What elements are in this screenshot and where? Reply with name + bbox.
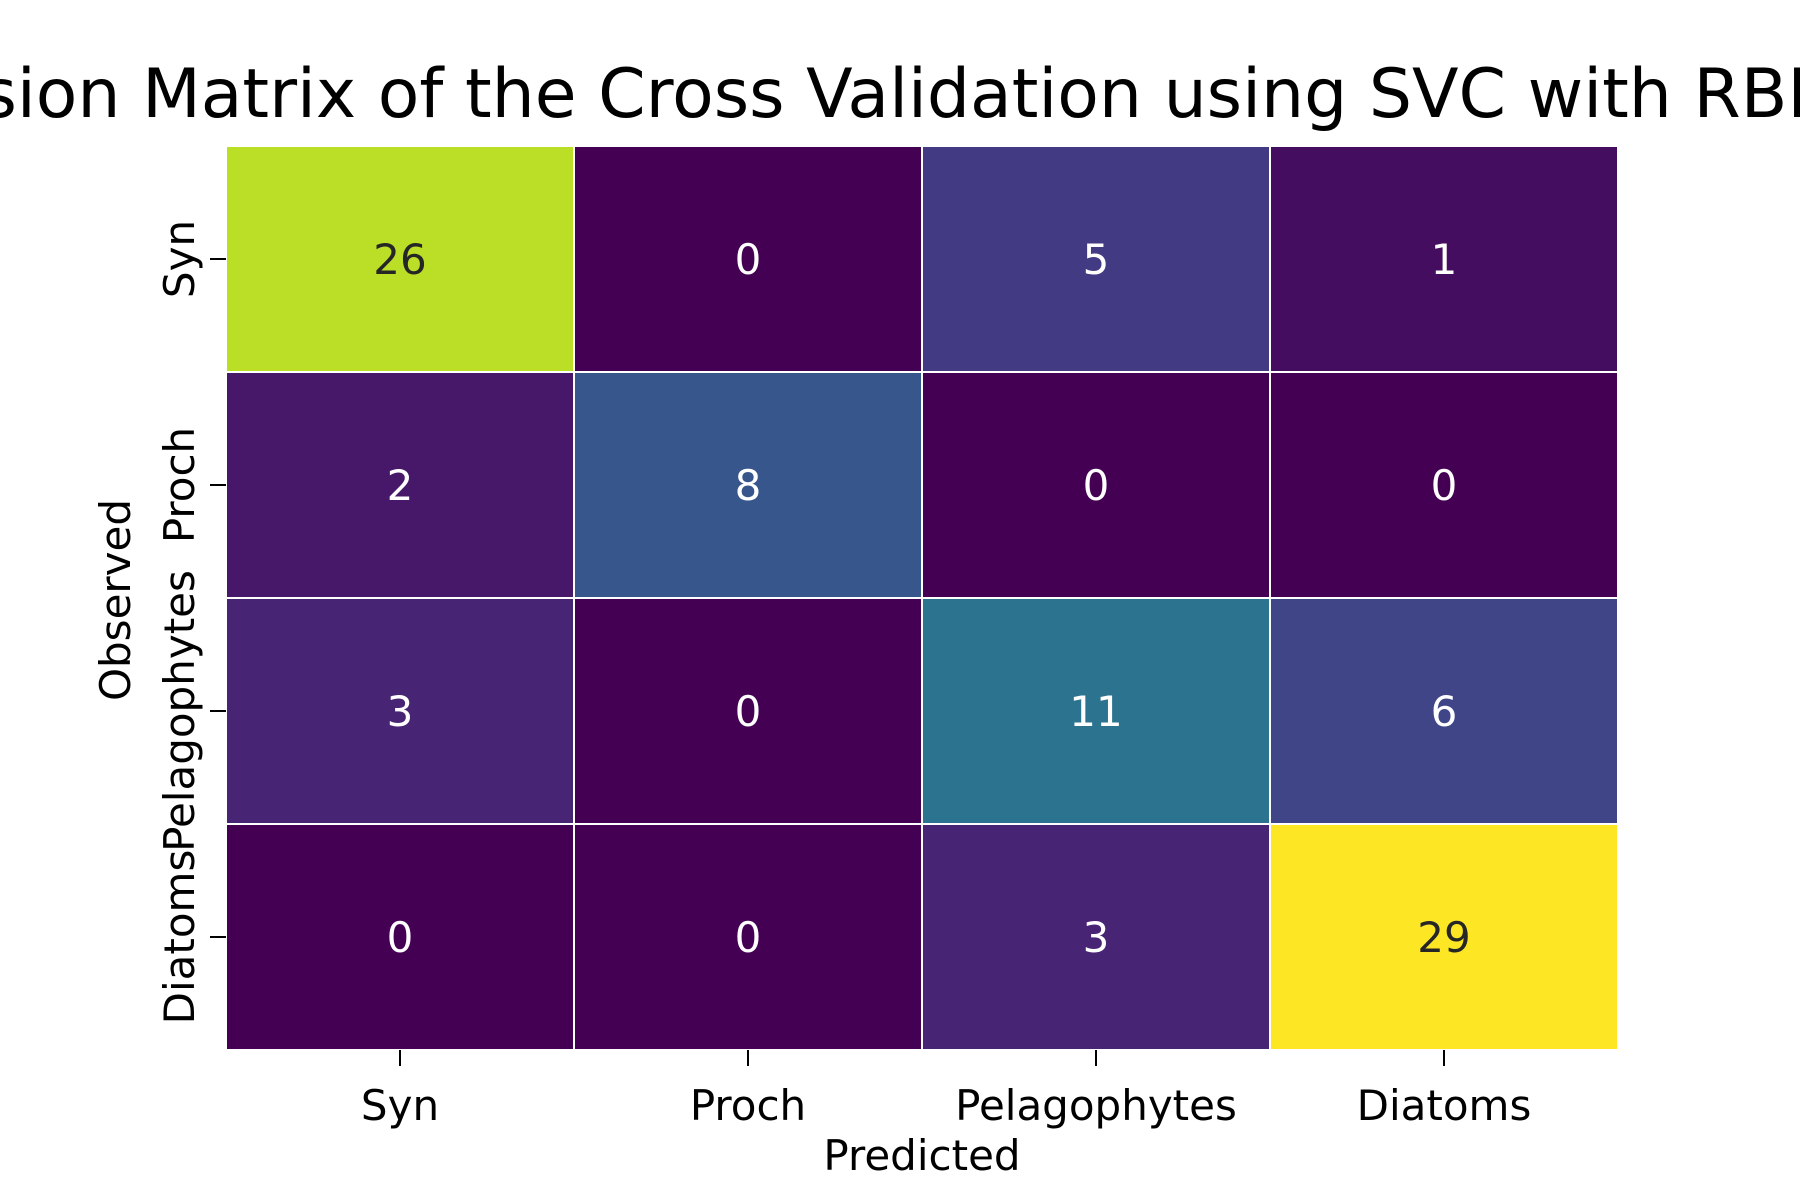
x-tick-label-0: Syn (361, 1081, 439, 1130)
x-axis-label: Predicted (823, 1131, 1020, 1180)
y-tick-label-3: Diatoms (155, 850, 204, 1025)
y-tick-label-1: Proch (155, 427, 204, 543)
heatmap-cell-value-3-2: 3 (1083, 913, 1110, 962)
heatmap-cell-1-0 (225, 371, 575, 599)
y-tick-label-0: Syn (155, 220, 204, 298)
heatmap-cell-0-1 (573, 145, 923, 373)
x-tick-label-2: Pelagophytes (955, 1081, 1237, 1130)
heatmap-cell-value-2-1: 0 (735, 687, 762, 736)
y-tick-label-2: Pelagophytes (155, 570, 204, 852)
heatmap-cell-value-2-0: 3 (387, 687, 414, 736)
heatmap-cell-value-1-0: 2 (387, 461, 414, 510)
heatmap-cell-value-3-0: 0 (387, 913, 414, 962)
heatmap-cell-value-1-1: 8 (735, 461, 762, 510)
heatmap-cell-value-0-2: 5 (1083, 235, 1110, 284)
heatmap-cell-3-2 (921, 823, 1271, 1051)
heatmap-cell-0-2 (921, 145, 1271, 373)
x-tick-label-1: Proch (690, 1081, 806, 1130)
heatmap-cell-2-3 (1269, 597, 1619, 825)
heatmap-cell-3-0 (225, 823, 575, 1051)
x-tick-label-3: Diatoms (1357, 1081, 1532, 1130)
heatmap-cell-0-0 (225, 145, 575, 373)
heatmap-cell-value-0-3: 1 (1431, 235, 1458, 284)
heatmap-cell-3-3 (1269, 823, 1619, 1051)
x-axis-ticks: Syn Proch Pelagophytes Diatoms (361, 1050, 1531, 1130)
heatmap-cell-value-3-3: 29 (1417, 913, 1470, 962)
heatmap-cell-3-1 (573, 823, 923, 1051)
chart-title: Confusion Matrix of the Cross Validation… (0, 55, 1800, 134)
heatmap-cell-value-2-2: 11 (1069, 687, 1122, 736)
heatmap-cell-value-3-1: 0 (735, 913, 762, 962)
heatmap-cell-value-2-3: 6 (1431, 687, 1458, 736)
heatmap-cell-1-3 (1269, 371, 1619, 599)
heatmap-cell-0-3 (1269, 145, 1619, 373)
heatmap-cell-value-0-1: 0 (735, 235, 762, 284)
y-axis-label: Observed (91, 499, 140, 701)
heatmap-cell-value-1-2: 0 (1083, 461, 1110, 510)
heatmap-cells: 26 0 5 1 2 8 0 0 3 0 11 6 0 0 3 29 (225, 145, 1619, 1051)
heatmap-cell-value-1-3: 0 (1431, 461, 1458, 510)
heatmap-cell-value-0-0: 26 (373, 235, 426, 284)
heatmap-cell-2-1 (573, 597, 923, 825)
heatmap-cell-1-1 (573, 371, 923, 599)
